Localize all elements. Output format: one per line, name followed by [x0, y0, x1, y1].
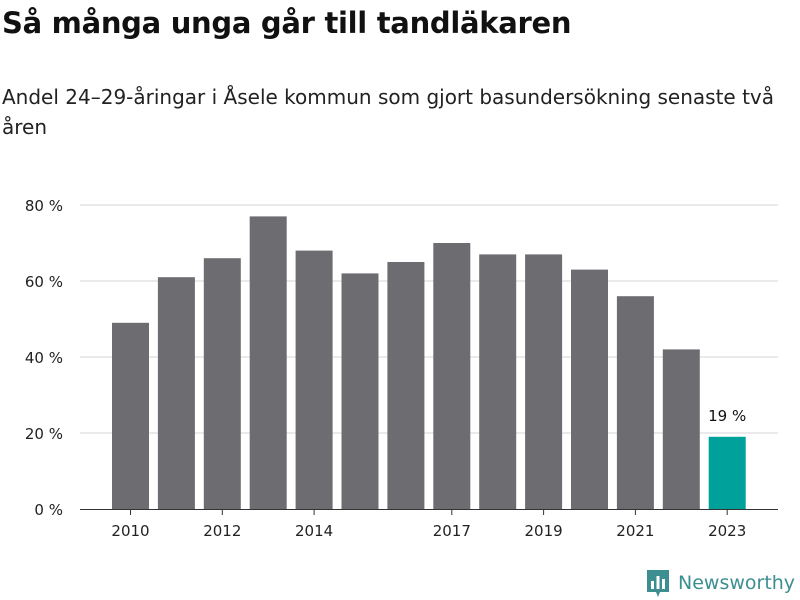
y-tick-label: 20 % — [25, 425, 63, 443]
bar — [341, 273, 379, 509]
bar — [662, 349, 700, 509]
x-tick-label: 2012 — [203, 522, 241, 540]
bar — [433, 243, 471, 509]
y-tick-label: 80 % — [25, 197, 63, 215]
bar — [708, 436, 746, 509]
data-label: 19 % — [708, 407, 746, 425]
x-tick-label: 2023 — [708, 522, 746, 540]
bar — [112, 322, 149, 509]
brand-logo: Newsworthy — [645, 568, 795, 598]
brand-name: Newsworthy — [678, 572, 796, 594]
bar — [616, 296, 654, 509]
chart-subtitle: Andel 24–29-åringar i Åsele kommun som g… — [2, 85, 775, 139]
bar — [249, 216, 287, 509]
bar-chart: 0 % 20 % 40 % 60 % 80 % 2010 2012 2014 2017 2019 2… — [25, 197, 778, 540]
bar — [525, 254, 563, 509]
x-tick-label: 2019 — [525, 522, 563, 540]
bar-chart-logo-icon — [647, 570, 669, 597]
x-tick-label: 2014 — [295, 522, 333, 540]
chart-title: Så många unga går till tandläkaren — [2, 6, 572, 40]
bar — [295, 250, 333, 509]
bar — [387, 262, 425, 509]
x-tick-label: 2017 — [433, 522, 471, 540]
y-tick-label: 60 % — [25, 273, 63, 291]
bar — [157, 277, 195, 509]
y-tick-label: 0 % — [34, 501, 63, 519]
bar — [571, 269, 608, 509]
x-tick-label: 2021 — [616, 522, 654, 540]
y-tick-label: 40 % — [25, 349, 63, 367]
bar — [203, 258, 241, 509]
x-tick-label: 2010 — [111, 522, 149, 540]
bar — [479, 254, 517, 509]
